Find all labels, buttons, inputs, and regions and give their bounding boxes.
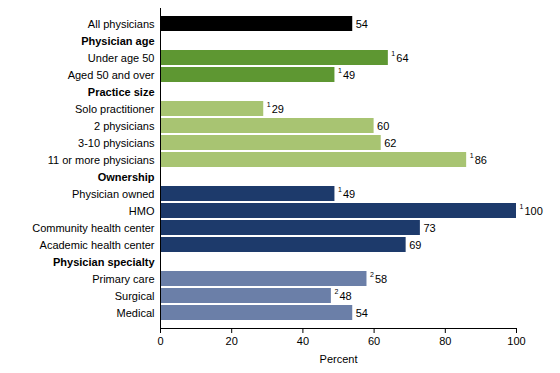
svg-text:64: 64	[396, 52, 408, 64]
svg-text:Solo practitioner: Solo practitioner	[75, 103, 155, 115]
svg-text:Primary care: Primary care	[92, 273, 154, 285]
svg-text:62: 62	[384, 137, 396, 149]
svg-text:Percent: Percent	[320, 353, 358, 365]
svg-text:1: 1	[338, 67, 342, 74]
svg-text:1: 1	[338, 186, 342, 193]
svg-text:Medical: Medical	[117, 307, 155, 319]
svg-text:100: 100	[507, 335, 525, 347]
svg-text:2 physicians: 2 physicians	[94, 120, 155, 132]
svg-text:Ownership: Ownership	[98, 171, 155, 183]
svg-text:1: 1	[267, 101, 271, 108]
svg-text:86: 86	[475, 154, 487, 166]
svg-text:1: 1	[520, 203, 524, 210]
svg-text:Physician owned: Physician owned	[72, 188, 155, 200]
svg-text:54: 54	[356, 307, 368, 319]
svg-text:2: 2	[334, 288, 338, 295]
svg-text:Under age 50: Under age 50	[88, 52, 155, 64]
svg-text:20: 20	[226, 335, 238, 347]
svg-text:Physician age: Physician age	[81, 35, 154, 47]
svg-text:58: 58	[375, 273, 387, 285]
svg-text:11 or more physicians: 11 or more physicians	[48, 154, 155, 166]
svg-text:54: 54	[356, 18, 368, 30]
svg-text:2: 2	[370, 271, 374, 278]
svg-text:49: 49	[343, 188, 355, 200]
svg-text:1: 1	[470, 152, 474, 159]
svg-text:0: 0	[157, 335, 163, 347]
svg-text:Aged 50 and over: Aged 50 and over	[68, 69, 155, 81]
svg-text:60: 60	[368, 335, 380, 347]
svg-text:29: 29	[272, 103, 284, 115]
svg-text:1: 1	[391, 50, 395, 57]
svg-text:HMO: HMO	[129, 205, 155, 217]
svg-text:Community health center: Community health center	[32, 222, 155, 234]
svg-text:40: 40	[297, 335, 309, 347]
svg-text:Academic health center: Academic health center	[40, 239, 155, 251]
svg-text:80: 80	[439, 335, 451, 347]
svg-text:100: 100	[525, 205, 543, 217]
svg-text:Practice size: Practice size	[88, 86, 155, 98]
svg-text:60: 60	[377, 120, 389, 132]
svg-text:Surgical: Surgical	[115, 290, 155, 302]
svg-text:Physician specialty: Physician specialty	[53, 256, 155, 268]
svg-text:69: 69	[409, 239, 421, 251]
svg-text:48: 48	[339, 290, 351, 302]
svg-text:73: 73	[423, 222, 435, 234]
svg-text:3-10 physicians: 3-10 physicians	[78, 137, 155, 149]
svg-text:49: 49	[343, 69, 355, 81]
svg-text:All physicians: All physicians	[88, 18, 155, 30]
